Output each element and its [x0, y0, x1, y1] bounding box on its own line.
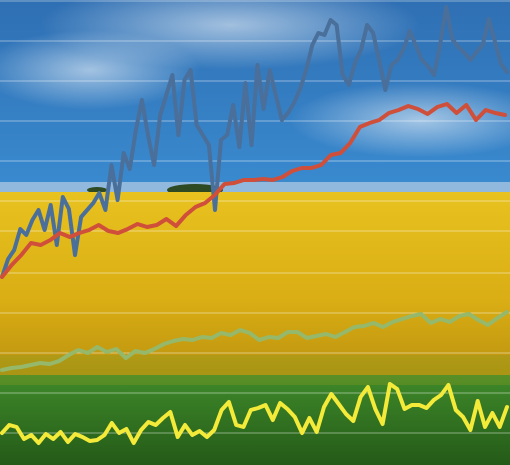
cloud [0, 30, 200, 110]
horizon-haze [0, 182, 510, 194]
series-line-2 [0, 102, 507, 279]
field-blend [0, 355, 510, 385]
series-layer [0, 5, 509, 445]
series-line-4 [0, 382, 509, 445]
tree-line [87, 187, 107, 193]
cloud [290, 82, 510, 158]
series-line-1 [0, 5, 509, 279]
canola-field [0, 192, 510, 392]
grass-field [0, 375, 510, 465]
series-line-3 [0, 310, 509, 372]
